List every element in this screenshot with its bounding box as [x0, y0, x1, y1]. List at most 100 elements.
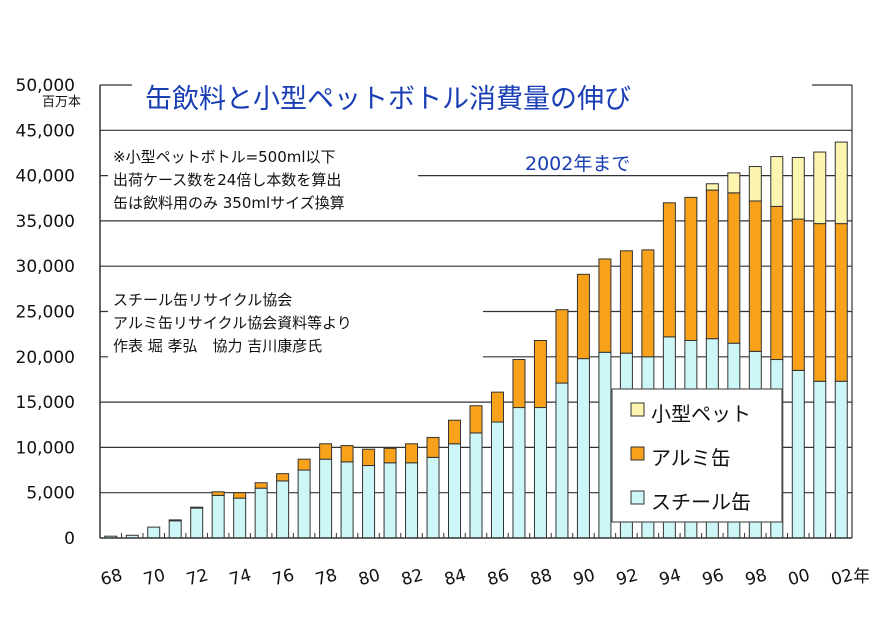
- y-tick-label: 35,000: [16, 212, 75, 232]
- bar-小型ペット-96: [705, 183, 719, 191]
- bar-アルミ缶-73: [211, 491, 225, 496]
- source-line: アルミ缶リサイクル協会資料等より: [113, 314, 352, 332]
- bar-スチール缶-88: [533, 407, 547, 539]
- legend-label: スチール缶: [651, 490, 751, 514]
- bar-アルミ缶-86: [490, 391, 504, 423]
- bar-アルミ缶-76: [276, 473, 290, 482]
- x-unit-label: 年: [853, 567, 869, 587]
- y-axis: 0 5,000 10,000 15,000 20,000 25,000 30,000 35,0…: [16, 76, 101, 549]
- bar-アルミ缶-91: [598, 258, 612, 353]
- bar-スチール缶-84: [448, 443, 462, 539]
- bar-スチール缶-78: [319, 458, 333, 539]
- x-tick-label: 92: [614, 565, 640, 590]
- bar-アルミ缶-01: [813, 223, 827, 382]
- y-unit-label: 百万本: [42, 95, 81, 110]
- bar-スチール缶-74: [233, 497, 247, 539]
- x-tick-label: 02: [829, 565, 855, 590]
- bar-スチール缶-86: [490, 421, 504, 539]
- bar-スチール缶-77: [297, 469, 311, 539]
- bar-アルミ缶-88: [533, 339, 547, 409]
- x-tick-label: 78: [313, 565, 339, 590]
- bar-アルミ缶-93: [641, 249, 655, 358]
- bar-スチール缶-70: [147, 526, 161, 539]
- y-tick-label: 10,000: [16, 438, 75, 458]
- bar-アルミ缶-78: [319, 443, 333, 460]
- x-tick-label: 88: [528, 565, 554, 590]
- bar-スチール缶-72: [190, 507, 204, 539]
- y-tick-label: 0: [64, 529, 75, 549]
- bar-アルミ缶-94: [662, 202, 676, 338]
- x-tick-label: 72: [184, 565, 210, 590]
- bar-小型ペット-97: [727, 172, 741, 194]
- y-tick-label: 50,000: [16, 76, 75, 96]
- bar-スチール缶-91: [598, 351, 612, 539]
- x-tick-label: 80: [356, 565, 382, 590]
- bar-アルミ缶-80: [362, 448, 376, 467]
- bar-アルミ缶-89: [555, 309, 569, 384]
- bar-スチール缶-81: [383, 462, 397, 539]
- x-tick-label: 90: [571, 565, 597, 590]
- bar-スチール缶-02: [834, 380, 848, 539]
- bar-アルミ缶-00: [791, 218, 805, 371]
- bar-アルミ缶-98: [748, 200, 762, 352]
- bar-小型ペット-99: [770, 156, 784, 207]
- bar-アルミ缶-02: [834, 223, 848, 382]
- bar-スチール缶-90: [576, 358, 590, 539]
- bar-アルミ缶-92: [619, 250, 633, 354]
- legend-swatch: [630, 446, 645, 461]
- x-tick-label: 94: [657, 565, 683, 590]
- x-tick-label: 76: [270, 565, 296, 590]
- bar-アルミ缶-82: [405, 443, 419, 464]
- y-tick-label: 5,000: [26, 484, 75, 504]
- bar-スチール缶-89: [555, 382, 569, 539]
- bar-スチール缶-83: [426, 456, 440, 539]
- chart-title: 缶飲料と小型ペットボトル消費量の伸び: [145, 84, 631, 115]
- bar-スチール缶-71: [168, 520, 182, 539]
- bar-スチール缶-85: [469, 432, 483, 539]
- x-axis: 68 70 72 74 76 78 80 82 84 86 88 90 92 94 96 98 00 02年: [98, 85, 869, 590]
- y-tick-label: 15,000: [16, 393, 75, 413]
- bar-アルミ缶-87: [512, 359, 526, 409]
- bar-アルミ缶-77: [297, 458, 311, 471]
- bar-アルミ缶-81: [383, 447, 397, 464]
- bar-スチール缶-00: [791, 369, 805, 539]
- bar-アルミ缶-84: [448, 419, 462, 445]
- source-line: 作表 堀 孝弘 協力 吉川康彦氏: [113, 337, 322, 355]
- note-line: ※小型ペットボトル=500ml以下: [113, 148, 336, 166]
- x-tick-label: 68: [98, 565, 124, 590]
- bar-スチール缶-75: [254, 487, 268, 539]
- bar-アルミ缶-90: [576, 273, 590, 360]
- y-tick-label: 40,000: [16, 167, 75, 187]
- bar-アルミ缶-79: [340, 445, 354, 463]
- legend-label: アルミ缶: [651, 446, 731, 470]
- bar-アルミ缶-97: [727, 192, 741, 344]
- bar-アルミ缶-85: [469, 405, 483, 434]
- bar-アルミ缶-83: [426, 436, 440, 458]
- x-tick-label: 96: [700, 565, 726, 590]
- bar-アルミ缶-72: [190, 506, 204, 509]
- x-tick-label: 98: [743, 565, 769, 590]
- note-line: 缶は飲料用のみ 350mlサイズ換算: [113, 194, 345, 212]
- bar-スチール缶-76: [276, 480, 290, 539]
- bar-アルミ缶-74: [233, 492, 247, 499]
- legend-swatch: [630, 402, 645, 417]
- source-line: スチール缶リサイクル協会: [113, 291, 292, 309]
- bar-スチール缶-01: [813, 380, 827, 539]
- x-tick-label: 82: [399, 565, 425, 590]
- bar-小型ペット-02: [834, 141, 848, 225]
- bar-小型ペット-01: [813, 151, 827, 225]
- y-tick-label: 25,000: [16, 303, 75, 323]
- note-line: 出荷ケース数を24倍し本数を算出: [113, 171, 341, 189]
- bar-アルミ缶-95: [684, 196, 698, 341]
- bar-スチール缶-80: [362, 465, 376, 539]
- y-tick-label: 30,000: [16, 257, 75, 277]
- bar-小型ペット-00: [791, 156, 805, 220]
- bar-スチール缶-87: [512, 407, 526, 539]
- x-tick-label: 70: [141, 565, 167, 590]
- x-tick-label: 74: [227, 565, 253, 590]
- x-tick-label: 84: [442, 565, 468, 590]
- notes: ※小型ペットボトル=500ml以下出荷ケース数を24倍し本数を算出缶は飲料用のみ…: [108, 140, 483, 365]
- x-tick-label: 86: [485, 565, 511, 590]
